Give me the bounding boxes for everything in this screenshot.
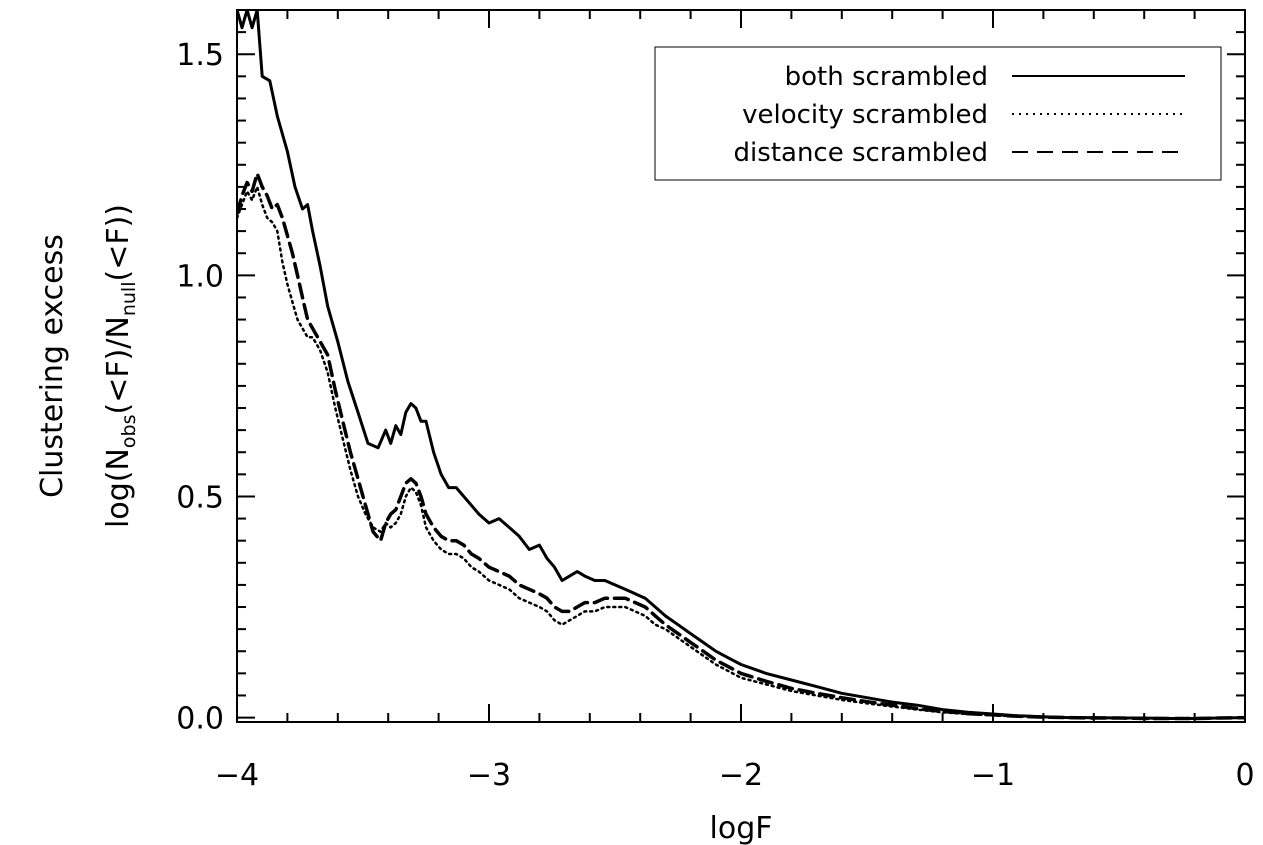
legend-box (654, 46, 1222, 181)
x-tick-label: −2 (719, 758, 763, 793)
x-tick-label: −3 (467, 758, 511, 793)
y-tick-label: 1.0 (176, 259, 224, 294)
legend-label-distance-scrambled: distance scrambled (734, 138, 988, 168)
y-tick-label: 0.0 (176, 702, 224, 737)
series-line-distance-scrambled (237, 171, 1245, 721)
legend-label-velocity-scrambled: velocity scrambled (742, 100, 988, 130)
tick-labels-layer: −4 −3 −2 −1 0 0.0 0.5 1.0 1.5 (176, 38, 1254, 793)
y-tick-label: 0.5 (176, 480, 224, 515)
y-axis-title-line1: Clustering excess (35, 234, 70, 498)
x-tick-label: −1 (971, 758, 1015, 793)
ticks-layer (236, 10, 1246, 722)
x-axis-title: logF (710, 811, 773, 845)
x-tick-label: −4 (215, 758, 259, 793)
y-axis-title-line2: log(Nobs(<F)/Nnull(<F)) (101, 204, 140, 528)
series-layer (237, 10, 1245, 721)
x-tick-label: 0 (1235, 758, 1254, 793)
y-tick-label: 1.5 (176, 38, 224, 73)
legend: both scrambled velocity scrambled distan… (654, 46, 1222, 181)
legend-label-both-scrambled: both scrambled (785, 62, 988, 92)
series-line-velocity-scrambled (237, 185, 1245, 720)
series-line-both-scrambled (237, 10, 1245, 720)
